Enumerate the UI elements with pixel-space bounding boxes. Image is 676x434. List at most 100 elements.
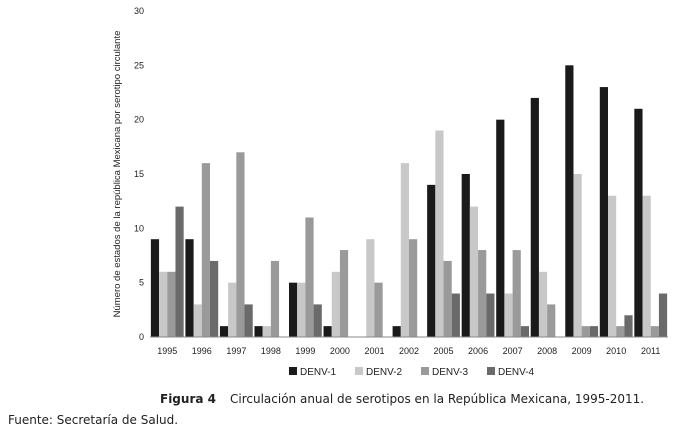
legend-label-denv-3: DENV-3 bbox=[432, 367, 469, 378]
bar-denv-1-2006 bbox=[461, 174, 470, 337]
bar-group-1998 bbox=[254, 260, 280, 337]
bar-denv-1-2009 bbox=[565, 65, 574, 337]
legend-swatch-denv-1 bbox=[289, 367, 297, 375]
y-tick-label: 25 bbox=[134, 60, 144, 70]
x-tick-label: 2009 bbox=[572, 346, 592, 356]
x-tick-label: 1995 bbox=[157, 346, 177, 356]
y-tick-label: 10 bbox=[134, 223, 144, 233]
bar-denv-3-2010 bbox=[616, 326, 625, 337]
bars bbox=[150, 65, 668, 338]
y-axis-label: Número de estados de la república Mexica… bbox=[112, 31, 123, 318]
bar-denv-2-2009 bbox=[573, 174, 582, 337]
bar-denv-2-2007 bbox=[504, 293, 513, 337]
bar-denv-1-2000 bbox=[323, 326, 332, 337]
bar-denv-1-2011 bbox=[634, 108, 643, 337]
y-tick-label: 20 bbox=[134, 115, 144, 125]
bar-denv-1-1997 bbox=[219, 326, 229, 337]
x-tick-label: 2011 bbox=[641, 346, 660, 356]
bar-denv-3-2007 bbox=[512, 250, 521, 337]
bar-denv-2-2005 bbox=[435, 130, 444, 337]
bar-group-2010 bbox=[599, 87, 633, 337]
bar-group-2002 bbox=[392, 163, 418, 337]
figure-label: Figura 4 bbox=[160, 392, 216, 406]
bar-denv-4-2005 bbox=[451, 293, 460, 337]
legend-label-denv-4: DENV-4 bbox=[498, 367, 535, 378]
bar-group-2000 bbox=[323, 250, 349, 337]
bar-denv-3-2006 bbox=[478, 250, 487, 337]
bar-denv-3-2001 bbox=[374, 282, 383, 337]
source-note: Fuente: Secretaría de Salud. bbox=[8, 413, 179, 427]
bar-denv-4-2006 bbox=[486, 293, 495, 337]
bar-denv-4-2010 bbox=[624, 315, 633, 337]
bar-group-1997 bbox=[219, 152, 253, 337]
bar-denv-1-2007 bbox=[496, 119, 505, 337]
bar-denv-2-1997 bbox=[228, 282, 237, 337]
bar-denv-1-2002 bbox=[392, 326, 401, 337]
bar-denv-4-2009 bbox=[589, 326, 599, 337]
x-tick-label: 1997 bbox=[226, 346, 246, 356]
x-tick-label: 1999 bbox=[295, 346, 315, 356]
bar-denv-2-1995 bbox=[159, 271, 168, 337]
y-tick-label: 5 bbox=[139, 278, 144, 288]
x-tick-label: 2010 bbox=[606, 346, 626, 356]
legend-swatch-denv-2 bbox=[355, 367, 363, 375]
bar-denv-3-2011 bbox=[650, 326, 659, 337]
bar-denv-4-1999 bbox=[313, 304, 322, 337]
bar-group-1995 bbox=[150, 206, 184, 337]
x-tick-label: 2008 bbox=[537, 346, 557, 356]
bar-group-1996 bbox=[185, 163, 219, 337]
x-tick-label: 2002 bbox=[399, 346, 419, 356]
x-tick-label: 1998 bbox=[261, 346, 281, 356]
x-axis-ticks: 1995 1996 1997 1998 1999 2000 2001 2002 2005 2006… bbox=[157, 346, 660, 356]
bar-denv-3-2002 bbox=[409, 239, 418, 337]
bar-denv-1-2005 bbox=[427, 184, 436, 337]
bar-group-2005 bbox=[427, 130, 460, 337]
bar-denv-1-2008 bbox=[530, 97, 539, 338]
x-tick-label: 2000 bbox=[330, 346, 350, 356]
legend-label-denv-2: DENV-2 bbox=[366, 367, 403, 378]
bar-denv-2-2002 bbox=[400, 163, 409, 337]
x-tick-label: 2005 bbox=[434, 346, 454, 356]
bar-denv-1-1995 bbox=[150, 239, 160, 337]
x-tick-label: 2001 bbox=[364, 346, 384, 356]
bar-denv-3-2008 bbox=[547, 304, 556, 337]
bar-denv-3-1999 bbox=[305, 217, 314, 337]
bar-denv-4-2007 bbox=[520, 326, 529, 337]
legend-label-denv-1: DENV-1 bbox=[300, 367, 337, 378]
y-tick-label: 30 bbox=[134, 6, 144, 16]
x-tick-label: 2006 bbox=[468, 346, 488, 356]
bar-denv-4-2011 bbox=[658, 293, 668, 337]
bar-denv-4-1997 bbox=[244, 304, 253, 337]
bar-group-2006 bbox=[461, 174, 495, 337]
bar-denv-3-2000 bbox=[339, 250, 349, 337]
bar-group-2008 bbox=[530, 97, 556, 338]
bar-denv-2-2001 bbox=[366, 239, 375, 337]
bar-denv-4-1996 bbox=[210, 260, 219, 337]
bar-denv-2-2008 bbox=[538, 271, 548, 337]
bar-denv-2-2011 bbox=[642, 195, 651, 337]
bar-denv-3-2005 bbox=[443, 260, 452, 337]
bar-group-2001 bbox=[366, 239, 383, 337]
figure-caption-text: Circulación anual de serotipos en la Rep… bbox=[230, 392, 645, 406]
bar-denv-2-2006 bbox=[469, 206, 479, 337]
y-tick-label: 0 bbox=[139, 332, 144, 342]
bar-group-1999 bbox=[289, 217, 322, 337]
bar-denv-3-2009 bbox=[581, 326, 590, 337]
bar-group-2009 bbox=[565, 65, 599, 337]
bar-denv-1-1996 bbox=[185, 239, 194, 337]
bar-denv-3-1997 bbox=[236, 152, 245, 337]
x-tick-label: 1996 bbox=[192, 346, 212, 356]
bar-group-2007 bbox=[496, 119, 529, 337]
bar-denv-1-2010 bbox=[599, 87, 608, 337]
figure-caption: Figura 4 Circulación anual de serotipos e… bbox=[160, 392, 660, 406]
y-axis-ticks: 0 5 10 15 20 25 30 bbox=[134, 6, 144, 342]
bar-denv-3-1996 bbox=[201, 163, 210, 337]
bar-denv-2-1996 bbox=[193, 304, 202, 337]
bar-denv-4-1995 bbox=[175, 206, 184, 337]
legend-swatch-denv-4 bbox=[487, 367, 495, 375]
x-tick-label: 2007 bbox=[503, 346, 523, 356]
legend: DENV-1 DENV-2 DENV-3 DENV-4 bbox=[289, 367, 535, 378]
bar-denv-1-1999 bbox=[289, 282, 298, 337]
legend-swatch-denv-3 bbox=[421, 367, 429, 375]
bar-denv-2-1999 bbox=[297, 282, 306, 337]
